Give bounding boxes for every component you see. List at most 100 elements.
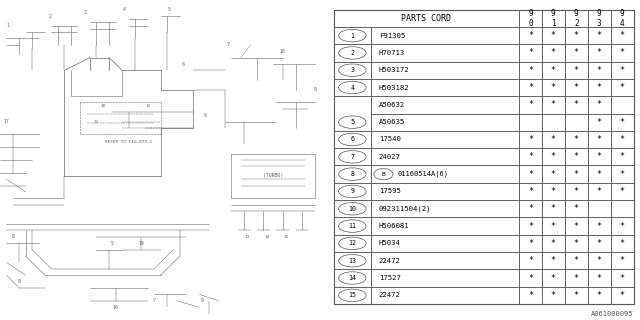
Text: *: * bbox=[551, 170, 556, 179]
Text: 6: 6 bbox=[350, 137, 355, 142]
Bar bbox=[588, 44, 611, 61]
Text: *: * bbox=[573, 170, 579, 179]
Text: A061000095: A061000095 bbox=[591, 311, 634, 317]
Text: 9: 9 bbox=[350, 188, 355, 195]
Text: 5: 5 bbox=[111, 241, 114, 246]
Bar bbox=[519, 200, 542, 217]
Text: B: B bbox=[381, 172, 385, 177]
Bar bbox=[371, 79, 519, 96]
Text: 9: 9 bbox=[201, 298, 204, 303]
Text: 7: 7 bbox=[227, 42, 230, 47]
Text: 1: 1 bbox=[350, 33, 355, 39]
Bar bbox=[519, 10, 542, 27]
Text: *: * bbox=[573, 187, 579, 196]
Bar bbox=[334, 269, 371, 287]
Bar bbox=[519, 114, 542, 131]
Bar bbox=[371, 44, 519, 61]
Bar bbox=[371, 217, 519, 235]
Bar bbox=[519, 287, 542, 304]
Text: H506081: H506081 bbox=[379, 223, 409, 229]
Text: 1: 1 bbox=[6, 23, 10, 28]
Text: 3: 3 bbox=[84, 10, 86, 15]
Text: *: * bbox=[596, 256, 602, 265]
Text: *: * bbox=[528, 48, 533, 57]
Text: *: * bbox=[620, 291, 625, 300]
Text: *: * bbox=[596, 152, 602, 161]
Text: *: * bbox=[573, 256, 579, 265]
Bar bbox=[519, 96, 542, 114]
Bar bbox=[519, 235, 542, 252]
Bar bbox=[588, 10, 611, 27]
Text: 11: 11 bbox=[145, 104, 150, 108]
Bar bbox=[334, 235, 371, 252]
Text: 12: 12 bbox=[348, 240, 356, 246]
Text: 5: 5 bbox=[167, 7, 170, 12]
Bar bbox=[542, 217, 564, 235]
Text: 18: 18 bbox=[280, 49, 285, 54]
Bar bbox=[588, 200, 611, 217]
Bar bbox=[542, 114, 564, 131]
Bar bbox=[564, 44, 588, 61]
Bar bbox=[371, 114, 519, 131]
Text: *: * bbox=[620, 221, 625, 231]
Text: *: * bbox=[596, 31, 602, 40]
Text: 17595: 17595 bbox=[379, 188, 401, 195]
Bar bbox=[564, 96, 588, 114]
Text: 8: 8 bbox=[12, 234, 14, 239]
Text: *: * bbox=[551, 135, 556, 144]
Bar bbox=[611, 79, 634, 96]
Bar bbox=[542, 10, 564, 27]
Bar bbox=[519, 131, 542, 148]
Text: *: * bbox=[596, 83, 602, 92]
Bar bbox=[542, 200, 564, 217]
Bar bbox=[564, 287, 588, 304]
Bar bbox=[542, 44, 564, 61]
Text: *: * bbox=[551, 221, 556, 231]
Bar bbox=[334, 79, 371, 96]
Text: 22472: 22472 bbox=[379, 292, 401, 298]
Bar bbox=[334, 44, 371, 61]
Text: 5: 5 bbox=[350, 119, 355, 125]
Bar bbox=[611, 131, 634, 148]
Text: *: * bbox=[596, 66, 602, 75]
Text: *: * bbox=[573, 221, 579, 231]
Text: *: * bbox=[620, 170, 625, 179]
Text: *: * bbox=[596, 48, 602, 57]
Bar bbox=[611, 96, 634, 114]
Text: 13: 13 bbox=[244, 235, 250, 239]
Text: 9
3: 9 3 bbox=[597, 9, 602, 28]
Text: *: * bbox=[573, 83, 579, 92]
Text: *: * bbox=[573, 31, 579, 40]
Bar bbox=[611, 235, 634, 252]
Bar bbox=[371, 165, 519, 183]
Text: *: * bbox=[528, 274, 533, 283]
Text: *: * bbox=[596, 221, 602, 231]
Bar bbox=[334, 61, 371, 79]
Text: *: * bbox=[620, 239, 625, 248]
Bar bbox=[588, 131, 611, 148]
Bar bbox=[542, 79, 564, 96]
Bar bbox=[371, 252, 519, 269]
Bar bbox=[542, 96, 564, 114]
Text: *: * bbox=[551, 239, 556, 248]
Bar bbox=[371, 200, 519, 217]
Text: *: * bbox=[551, 83, 556, 92]
Bar bbox=[564, 61, 588, 79]
Text: 7: 7 bbox=[350, 154, 355, 160]
Text: 9
2: 9 2 bbox=[574, 9, 579, 28]
Bar bbox=[588, 235, 611, 252]
Text: *: * bbox=[596, 100, 602, 109]
Text: *: * bbox=[528, 291, 533, 300]
Text: *: * bbox=[573, 100, 579, 109]
Bar bbox=[371, 148, 519, 165]
Bar bbox=[611, 165, 634, 183]
Text: 8: 8 bbox=[314, 87, 316, 92]
Bar bbox=[334, 131, 371, 148]
Text: *: * bbox=[551, 291, 556, 300]
Bar bbox=[542, 287, 564, 304]
Text: *: * bbox=[551, 66, 556, 75]
Text: 9
0: 9 0 bbox=[528, 9, 532, 28]
Text: 10: 10 bbox=[100, 104, 106, 108]
Bar bbox=[611, 252, 634, 269]
Text: *: * bbox=[573, 291, 579, 300]
